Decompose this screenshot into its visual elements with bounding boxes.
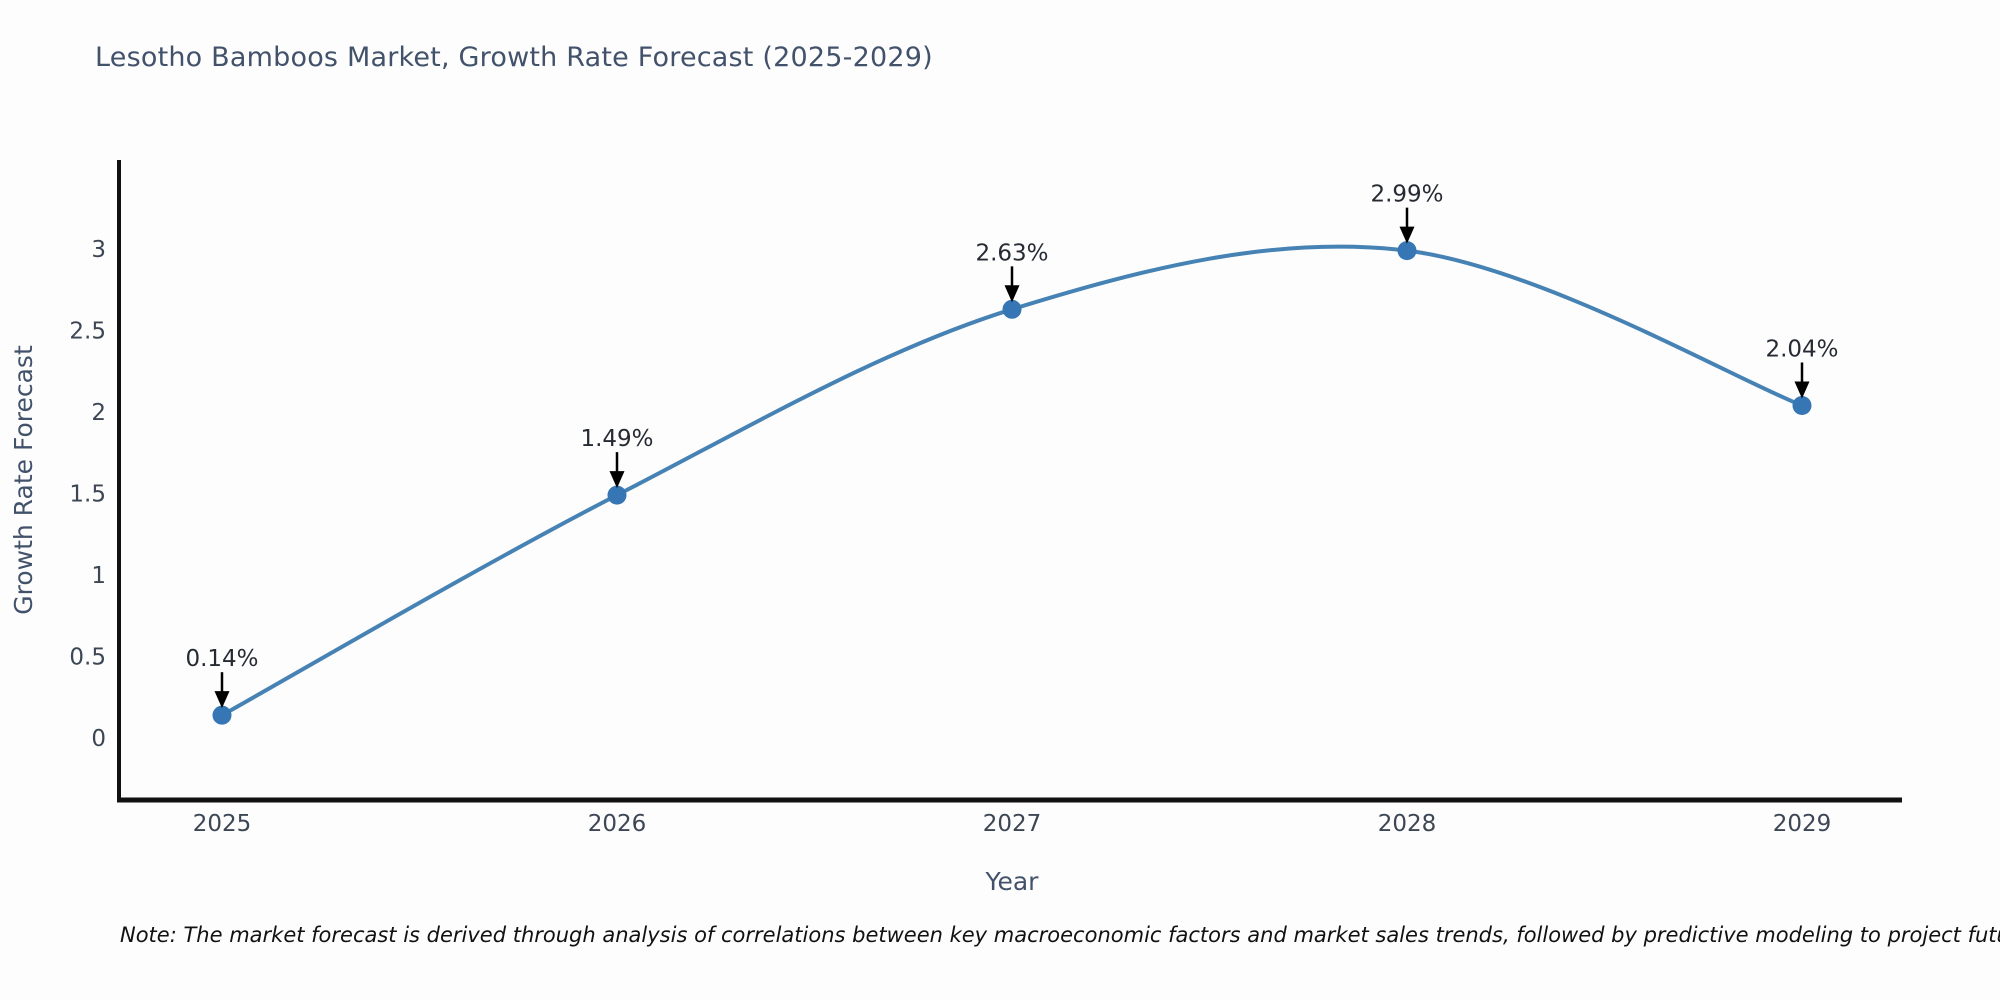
data-point [1397,241,1417,261]
x-tick-label: 2028 [1378,811,1437,837]
x-tick-label: 2026 [588,811,647,837]
y-tick-label: 1.5 [69,482,106,508]
data-point [1002,299,1022,319]
x-tick-label: 2027 [983,811,1042,837]
data-point [607,485,627,505]
point-annotation-label: 2.99% [1370,182,1443,208]
x-tick-label: 2029 [1773,811,1832,837]
y-tick-label: 3 [91,237,106,263]
data-point [1792,395,1812,415]
y-tick-label: 2.5 [69,319,106,345]
annotation-arrow-head [1399,226,1415,244]
point-annotation-label: 1.49% [580,426,653,452]
y-tick-label: 0.5 [69,645,106,671]
point-annotation-label: 0.14% [185,646,258,672]
annotation-arrow-head [1004,285,1020,303]
y-tick-label: 2 [91,400,106,426]
note-text: Note: The market forecast is derived thr… [120,923,2000,947]
y-tick-label: 1 [91,563,106,589]
chart-title: Lesotho Bamboos Market, Growth Rate Fore… [95,42,933,73]
x-tick-label: 2025 [193,811,252,837]
y-tick-label: 0 [91,726,106,752]
annotation-arrow-head [609,471,625,489]
point-annotation-label: 2.04% [1765,336,1838,362]
point-annotation-label: 2.63% [975,240,1048,266]
x-axis-title: Year [985,867,1040,896]
data-point [212,705,232,725]
annotation-arrow-head [214,691,230,709]
annotation-arrow-head [1794,381,1810,399]
y-axis-title: Growth Rate Forecast [9,345,38,615]
